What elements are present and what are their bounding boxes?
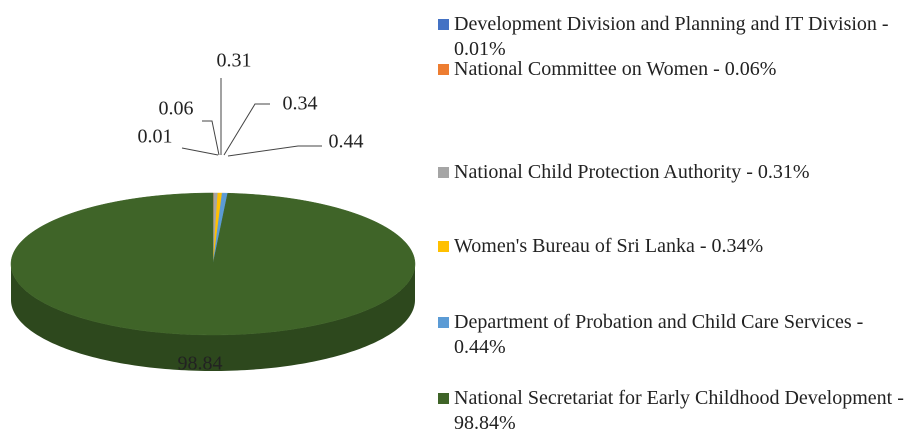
- legend-swatch: [438, 241, 449, 252]
- pie-slice: [10, 192, 416, 336]
- legend-swatch: [438, 317, 449, 328]
- legend-item: Women's Bureau of Sri Lanka - 0.34%: [436, 234, 916, 259]
- legend-label: National Committee on Women - 0.06%: [454, 58, 777, 80]
- legend-item: National Secretariat for Early Childhood…: [436, 386, 916, 436]
- data-label: 98.84: [178, 353, 223, 375]
- data-label: 0.44: [329, 131, 364, 153]
- leader-line: [202, 120, 220, 156]
- data-label: 0.31: [217, 50, 252, 72]
- legend-swatch: [438, 167, 449, 178]
- legend-label: Women's Bureau of Sri Lanka - 0.34%: [454, 235, 764, 257]
- legend-label: National Secretariat for Early Childhood…: [454, 387, 904, 434]
- legend-item: Development Division and Planning and IT…: [436, 12, 916, 62]
- legend-swatch: [438, 393, 449, 404]
- legend: Development Division and Planning and IT…: [436, 0, 916, 439]
- leader-line: [223, 103, 270, 156]
- legend-label: Department of Probation and Child Care S…: [454, 311, 864, 358]
- data-label: 0.01: [138, 126, 173, 148]
- pie-slice-side: [11, 264, 415, 371]
- data-label: 0.06: [159, 98, 194, 120]
- leader-line: [181, 147, 219, 156]
- legend-swatch: [438, 19, 449, 30]
- legend-label: Development Division and Planning and IT…: [454, 13, 889, 60]
- data-label: 0.34: [283, 93, 318, 115]
- leader-line: [227, 145, 322, 157]
- pie-area: 0.01 0.06 0.31 0.34 0.44 98.84: [10, 50, 416, 375]
- legend-swatch: [438, 64, 449, 75]
- legend-item: National Committee on Women - 0.06%: [436, 57, 916, 82]
- legend-item: Department of Probation and Child Care S…: [436, 310, 916, 360]
- legend-label: National Child Protection Authority - 0.…: [454, 161, 810, 183]
- legend-item: National Child Protection Authority - 0.…: [436, 160, 916, 185]
